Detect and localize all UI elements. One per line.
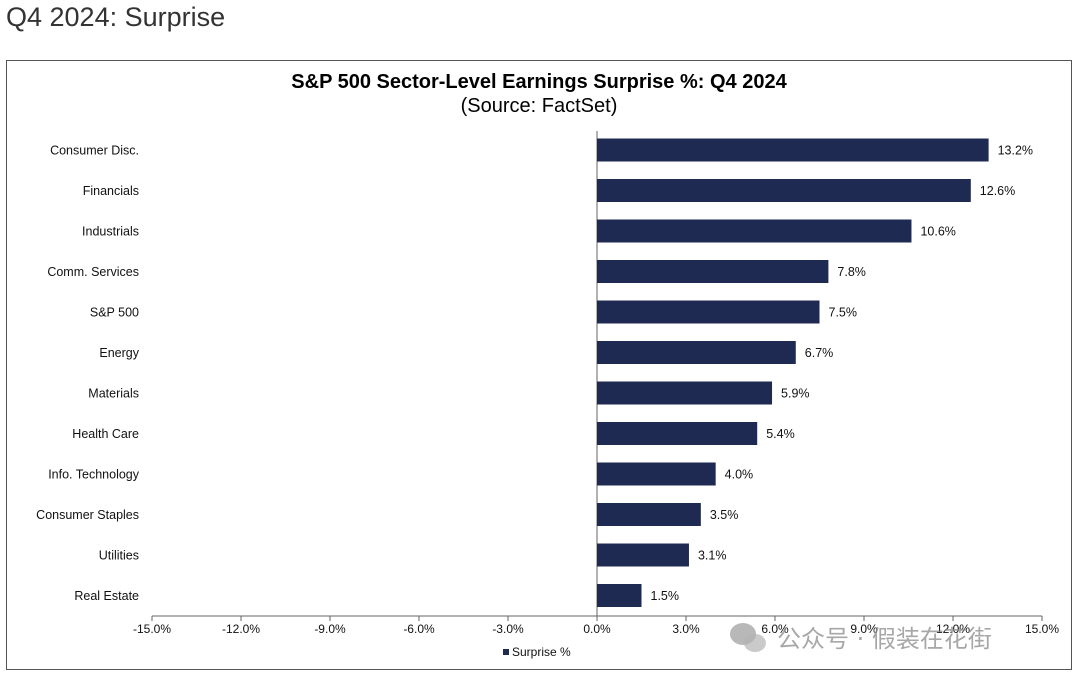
data-label: 3.1% bbox=[698, 549, 727, 563]
x-tick-label: -12.0% bbox=[222, 622, 260, 636]
page-heading: Q4 2024: Surprise bbox=[6, 2, 226, 32]
bar-5 bbox=[597, 341, 796, 364]
chart-frame: S&P 500 Sector-Level Earnings Surprise %… bbox=[6, 60, 1072, 670]
category-label: Consumer Staples bbox=[36, 508, 139, 522]
data-label: 13.2% bbox=[998, 144, 1033, 158]
data-label: 4.0% bbox=[725, 468, 754, 482]
legend-entry: Surprise % bbox=[512, 645, 571, 659]
category-label: Industrials bbox=[82, 225, 139, 239]
watermark: 公众号 · 假装在花街 bbox=[730, 623, 992, 653]
watermark-text: 公众号 · 假装在花街 bbox=[777, 625, 992, 653]
bar-6 bbox=[597, 381, 773, 405]
category-label: Materials bbox=[88, 387, 139, 401]
category-label: Utilities bbox=[99, 549, 139, 563]
category-label: Real Estate bbox=[74, 589, 139, 603]
chart-subtitle: (Source: FactSet) bbox=[461, 95, 618, 117]
x-tick-label: -15.0% bbox=[133, 622, 171, 636]
x-tick-label: 15.0% bbox=[1025, 622, 1059, 636]
bar-11 bbox=[597, 584, 642, 607]
category-label: Energy bbox=[99, 346, 139, 360]
category-label: Financials bbox=[83, 184, 139, 198]
bar-2 bbox=[597, 219, 912, 243]
bar-4 bbox=[597, 300, 820, 324]
data-label: 1.5% bbox=[651, 589, 680, 603]
chart-title: S&P 500 Sector-Level Earnings Surprise %… bbox=[291, 71, 787, 93]
data-label: 5.9% bbox=[781, 387, 810, 401]
category-label: Consumer Disc. bbox=[50, 144, 139, 158]
x-tick-label: 0.0% bbox=[583, 622, 611, 636]
bar-7 bbox=[597, 422, 758, 445]
bar-10 bbox=[597, 543, 689, 567]
data-label: 3.5% bbox=[710, 508, 739, 522]
bar-8 bbox=[597, 462, 716, 486]
category-label: S&P 500 bbox=[90, 306, 139, 320]
data-label: 5.4% bbox=[766, 427, 795, 441]
data-label: 7.8% bbox=[837, 265, 866, 279]
data-label: 7.5% bbox=[829, 306, 858, 320]
category-label: Health Care bbox=[72, 427, 139, 441]
bar-1 bbox=[597, 179, 971, 202]
data-label: 10.6% bbox=[920, 225, 955, 239]
data-label: 12.6% bbox=[980, 184, 1015, 198]
x-tick-label: 6.0% bbox=[761, 622, 789, 636]
legend-swatch bbox=[503, 649, 509, 655]
bar-chart: S&P 500 Sector-Level Earnings Surprise %… bbox=[36, 71, 1059, 659]
x-tick-label: 9.0% bbox=[850, 622, 878, 636]
bar-3 bbox=[597, 260, 829, 283]
bar-0 bbox=[597, 138, 989, 162]
x-tick-label: -9.0% bbox=[314, 622, 346, 636]
bar-9 bbox=[597, 503, 701, 526]
x-tick-label: 3.0% bbox=[672, 622, 700, 636]
x-tick-label: 12.0% bbox=[936, 622, 970, 636]
x-tick-label: -3.0% bbox=[492, 622, 524, 636]
x-tick-label: -6.0% bbox=[403, 622, 435, 636]
category-label: Comm. Services bbox=[47, 265, 139, 279]
category-label: Info. Technology bbox=[48, 468, 140, 482]
wechat-icon bbox=[730, 623, 766, 652]
data-label: 6.7% bbox=[805, 346, 834, 360]
